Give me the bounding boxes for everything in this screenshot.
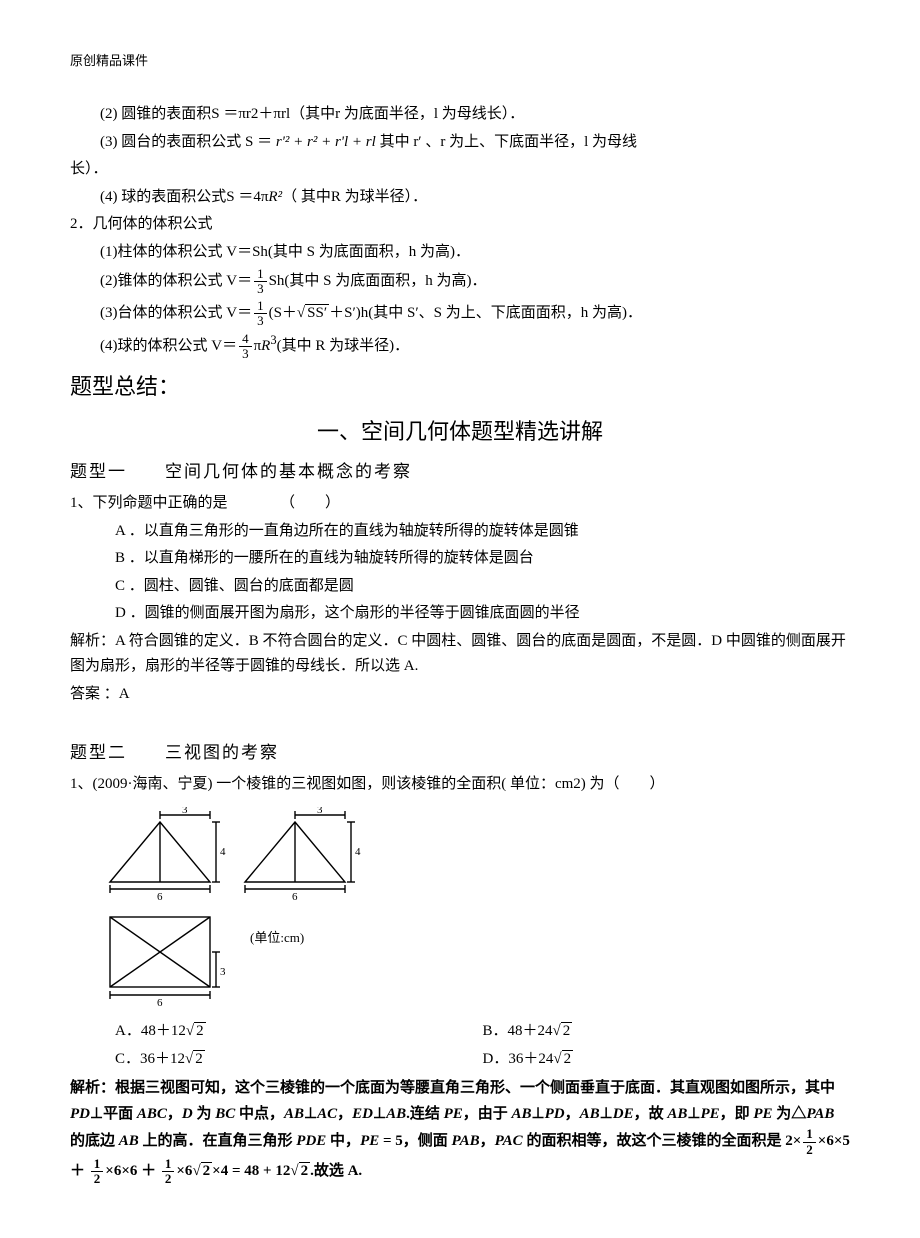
type2-title: 题型二 三视图的考察 xyxy=(70,739,850,768)
frustum-volume: (3)台体的体积公式 V＝13(S＋√SS′＋S′)h(其中 S′、S 为上、下… xyxy=(100,299,850,329)
sphere-volume: (4)球的体积公式 V＝43πR3(其中 R 为球半径)． xyxy=(100,330,850,361)
text: (S＋ xyxy=(269,305,297,321)
main-title: 一、空间几何体题型精选讲解 xyxy=(70,413,850,450)
cone-surface-formula: (2) 圆锥的表面积S ＝πr2＋πrl（其中r 为底面半径，l 为母线长）． xyxy=(70,102,850,128)
frustum-surface-formula: (3) 圆台的表面积公式 S ＝ r'² + r² + r'l + rl 其中 … xyxy=(70,130,850,156)
analysis-label: 解析： xyxy=(70,1080,115,1096)
svg-text:6: 6 xyxy=(157,997,163,1007)
math-expr: r'² + r² + r'l + rl xyxy=(276,134,376,150)
q1-answer: 答案 ：A xyxy=(70,682,850,708)
sphere-surface-formula: (4) 球的表面积公式S ＝4πR²（ 其中R 为球半径）． xyxy=(70,185,850,211)
q1-option-c: C ．圆柱、圆锥、圆台的底面都是圆 xyxy=(115,574,850,600)
svg-text:3: 3 xyxy=(317,807,323,816)
type1-title: 题型一 空间几何体的基本概念的考察 xyxy=(70,458,850,487)
q2-option-b: B．48＋24√2 xyxy=(483,1019,851,1045)
q1-option-a: A ．以直角三角形的一直角边所在的直线为轴旋转所得的旋转体是圆锥 xyxy=(115,519,850,545)
q2-option-a: A．48＋12√2 xyxy=(115,1019,483,1045)
text: ＋S′)h(其中 S′、S 为上、下底面面积，h 为高)． xyxy=(329,305,642,321)
prism-volume: (1)柱体的体积公式 V＝Sh(其中 S 为底面面积，h 为高)． xyxy=(100,240,850,266)
summary-title: 题型总结： xyxy=(70,368,850,405)
q1-option-d: D ．圆锥的侧面展开图为扇形，这个扇形的半径等于圆锥底面圆的半径 xyxy=(115,601,850,627)
volume-header: 2．几何体的体积公式 xyxy=(70,212,850,238)
text: (4)球的体积公式 V＝ xyxy=(100,338,237,354)
svg-text:6: 6 xyxy=(292,891,298,903)
q1-stem: 1、下列命题中正确的是 （ ） xyxy=(70,491,850,517)
q2-analysis: 解析：根据三视图可知，这个三棱锥的一个底面为等腰直角三角形、一个侧面垂直于底面．… xyxy=(70,1076,850,1186)
text: (4) 球的表面积公式S ＝4π xyxy=(100,189,268,205)
math-r2: R² xyxy=(268,189,282,205)
frac-4-3: 43 xyxy=(239,332,252,362)
text: 根据三视图可知，这个三棱锥的一个底面为等腰直角三角形、一个侧面垂直于底面．其直观… xyxy=(115,1080,835,1096)
frac-1-3: 13 xyxy=(254,267,267,297)
text: 其中 r′ 、r 为上、下底面半径，l 为母线 xyxy=(376,134,637,150)
svg-text:4: 4 xyxy=(220,846,226,858)
three-view-diagram: 3 4 6 3 4 6 xyxy=(100,807,850,1007)
svg-text:6: 6 xyxy=(157,891,163,903)
q2-stem: 1、(2009·海南、宁夏) 一个棱锥的三视图如图，则该棱锥的全面积( 单位：c… xyxy=(70,772,850,798)
header-note: 原创精品课件 xyxy=(70,50,850,72)
q1-option-b: B ．以直角梯形的一腰所在的直线为轴旋转所得的旋转体是圆台 xyxy=(115,546,850,572)
text: (其中 R 为球半径)． xyxy=(277,338,410,354)
text: （ 其中R 为球半径）． xyxy=(282,189,427,205)
text: Sh(其中 S 为底面面积，h 为高)． xyxy=(269,273,487,289)
q1-analysis: 解析：A 符合圆锥的定义．B 不符合圆台的定义．C 中圆柱、圆锥、圆台的底面是圆… xyxy=(70,629,850,680)
q2-option-d: D．36＋24√2 xyxy=(483,1047,851,1073)
svg-text:3: 3 xyxy=(182,807,188,816)
svg-text:3: 3 xyxy=(220,966,226,978)
r: R xyxy=(261,338,270,354)
cone-volume: (2)锥体的体积公式 V＝13Sh(其中 S 为底面面积，h 为高)． xyxy=(100,267,850,297)
sqrt-ss: SS′ xyxy=(305,304,329,321)
text: (3)台体的体积公式 V＝ xyxy=(100,305,252,321)
svg-text:4: 4 xyxy=(355,846,361,858)
q2-option-c: C．36＋12√2 xyxy=(115,1047,483,1073)
text: (3) 圆台的表面积公式 S ＝ xyxy=(100,134,276,150)
text: (2)锥体的体积公式 V＝ xyxy=(100,273,252,289)
frac-1-3: 13 xyxy=(254,299,267,329)
svg-text:(单位:cm): (单位:cm) xyxy=(250,930,304,945)
frustum-suffix: 长）． xyxy=(70,157,850,183)
